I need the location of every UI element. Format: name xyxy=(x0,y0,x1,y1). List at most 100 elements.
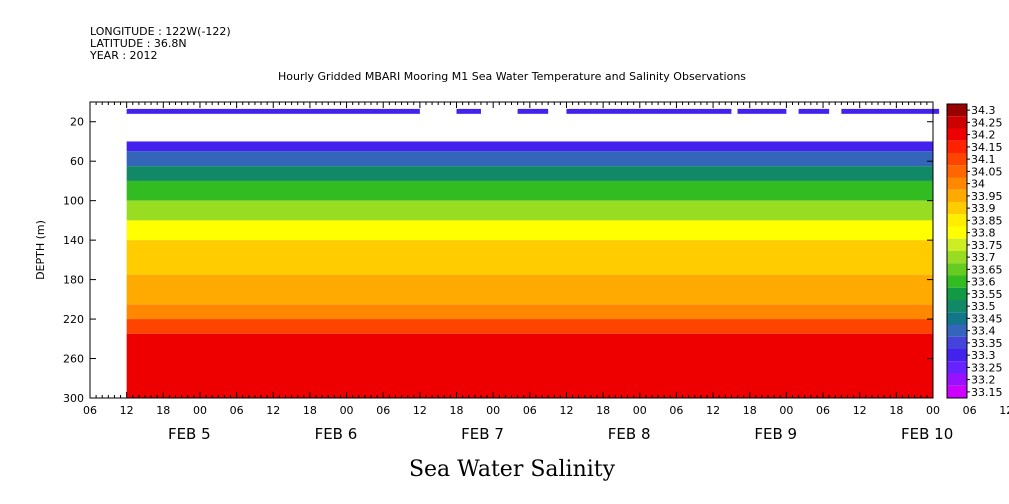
heatmap-band xyxy=(126,141,934,152)
x-tick-label: 12 xyxy=(706,404,720,417)
x-axis-label: Sea Water Salinity xyxy=(409,457,616,482)
colorbar-swatch xyxy=(947,165,967,178)
heatmap-band xyxy=(126,180,934,201)
colorbar-swatch xyxy=(947,189,967,202)
colorbar-swatch xyxy=(947,251,967,264)
y-tick-label: 260 xyxy=(63,353,84,366)
colorbar-label: 33.45 xyxy=(971,312,1003,325)
colorbar-swatch xyxy=(947,312,967,325)
colorbar-label: 33.35 xyxy=(971,337,1003,350)
day-label: FEB 8 xyxy=(608,425,651,443)
x-tick-label: 12 xyxy=(999,404,1009,417)
x-tick-label: 00 xyxy=(486,404,500,417)
x-tick-label: 06 xyxy=(230,404,244,417)
colorbar-label: 33.95 xyxy=(971,190,1003,203)
y-tick-label: 100 xyxy=(63,195,84,208)
colorbar-swatch xyxy=(947,373,967,386)
y-tick-label: 140 xyxy=(63,234,84,247)
longitude-label: LONGITUDE : 122W(-122) xyxy=(90,25,231,38)
year-label: YEAR : 2012 xyxy=(89,49,158,62)
day-label: FEB 5 xyxy=(168,425,211,443)
x-tick-label: 18 xyxy=(450,404,464,417)
colorbar-swatch xyxy=(947,214,967,227)
x-tick-label: 12 xyxy=(413,404,427,417)
surface-segment xyxy=(126,108,420,114)
colorbar-swatch xyxy=(947,361,967,374)
colorbar-label: 33.2 xyxy=(971,374,996,387)
colorbar-swatch xyxy=(947,202,967,215)
x-tick-label: 00 xyxy=(633,404,647,417)
x-axis: 06 12 18 00 06 12 18 00 06 12 18 00 06 12 18 00 06 12 18 00… xyxy=(83,102,1009,417)
surface-segments xyxy=(126,108,940,114)
surface-segment xyxy=(737,108,787,114)
x-tick-label: 06 xyxy=(83,404,97,417)
heatmap-band xyxy=(126,166,934,181)
colorbar-frame xyxy=(946,103,968,399)
colorbar-swatch xyxy=(947,263,967,276)
heatmap-band xyxy=(126,220,934,241)
colorbar-swatch xyxy=(947,116,967,129)
colorbar-label: 33.7 xyxy=(971,251,996,264)
x-tick-label: 18 xyxy=(596,404,610,417)
colorbar-swatch xyxy=(947,336,967,349)
day-label: FEB 6 xyxy=(315,425,358,443)
day-label: FEB 10 xyxy=(901,425,953,443)
colorbar-label: 34.2 xyxy=(971,129,996,142)
colorbar-swatch xyxy=(947,300,967,313)
colorbar-label: 34.25 xyxy=(971,116,1003,129)
colorbar-label: 34.05 xyxy=(971,165,1003,178)
heatmap-band xyxy=(126,151,934,167)
y-tick-label: 180 xyxy=(63,274,84,287)
colorbar-swatch xyxy=(947,275,967,288)
x-tick-label: 00 xyxy=(926,404,940,417)
x-tick-label: 06 xyxy=(376,404,390,417)
colorbar-swatch xyxy=(947,238,967,251)
colorbar-swatch xyxy=(947,177,967,190)
y-tick-label: 220 xyxy=(63,313,84,326)
heatmap-band xyxy=(126,304,934,320)
colorbar-swatch xyxy=(947,128,967,141)
colorbar-swatch xyxy=(947,385,967,398)
day-label: FEB 7 xyxy=(461,425,504,443)
surface-segment xyxy=(798,108,830,114)
colorbar-swatch xyxy=(947,349,967,362)
colorbar-label: 33.9 xyxy=(971,202,996,215)
heatmap-bands xyxy=(126,141,934,398)
colorbar-label: 34.1 xyxy=(971,153,996,166)
latitude-label: LATITUDE : 36.8N xyxy=(90,37,187,50)
colorbar-swatch xyxy=(947,226,967,239)
x-tick-label: 06 xyxy=(669,404,683,417)
heatmap-band xyxy=(126,274,934,305)
x-tick-label: 12 xyxy=(266,404,280,417)
y-tick-label: 20 xyxy=(70,116,84,129)
heatmap-band xyxy=(126,319,934,334)
colorbar-label: 33.85 xyxy=(971,214,1003,227)
colorbar-label: 33.65 xyxy=(971,263,1003,276)
x-tick-label: 18 xyxy=(889,404,903,417)
x-tick-label: 18 xyxy=(743,404,757,417)
heatmap-band xyxy=(126,333,934,398)
x-tick-label: 06 xyxy=(963,404,977,417)
colorbar-label: 33.6 xyxy=(971,276,996,289)
colorbar-swatch xyxy=(947,287,967,300)
colorbar-label: 33.55 xyxy=(971,288,1003,301)
x-tick-label: 00 xyxy=(193,404,207,417)
x-tick-label: 12 xyxy=(120,404,134,417)
chart-title: Hourly Gridded MBARI Mooring M1 Sea Wate… xyxy=(278,70,746,83)
x-tick-label: 18 xyxy=(303,404,317,417)
day-label: FEB 9 xyxy=(754,425,797,443)
x-tick-label: 00 xyxy=(340,404,354,417)
colorbar-label: 33.4 xyxy=(971,325,996,338)
colorbar-swatch xyxy=(947,104,967,117)
colorbar-swatch xyxy=(947,140,967,153)
colorbar-label: 33.8 xyxy=(971,227,996,240)
surface-segment xyxy=(456,108,481,114)
colorbar-label: 33.75 xyxy=(971,239,1003,252)
x-tick-label: 12 xyxy=(559,404,573,417)
x-tick-label: 12 xyxy=(853,404,867,417)
y-axis: 20 60 100 140 180 220 260 300 xyxy=(63,116,933,405)
surface-segment xyxy=(841,108,940,114)
colorbar-label: 33.25 xyxy=(971,361,1003,374)
